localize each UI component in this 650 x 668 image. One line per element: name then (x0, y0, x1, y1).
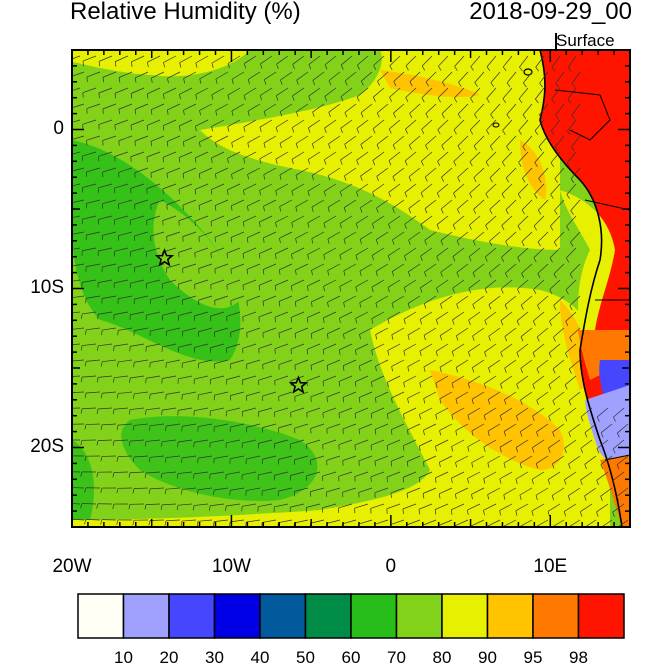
lat-tick-label: 20S (14, 436, 64, 458)
wind-barb-feather (65, 472, 66, 477)
colorbar-label: 98 (559, 648, 599, 668)
colorbar-label: 10 (104, 648, 144, 668)
colorbar-swatch (397, 594, 443, 638)
colorbar-label: 30 (195, 648, 235, 668)
colorbar-swatch (124, 594, 170, 638)
wind-barb-feather (64, 503, 66, 508)
colorbar-swatch (306, 594, 352, 638)
map-plot-area (64, 50, 630, 533)
wind-barb-feather (69, 361, 70, 366)
lon-tick-label: 10E (510, 556, 590, 578)
wind-barb-feather (69, 424, 70, 429)
colorbar-swatch (260, 594, 306, 638)
lon-tick-label: 10W (191, 556, 271, 578)
wind-barb-feather (65, 408, 66, 413)
wind-barb-feather (69, 487, 70, 492)
colorbar-label: 90 (468, 648, 508, 668)
wind-barb-feather (568, 527, 569, 532)
colorbar-swatch (78, 594, 124, 638)
lon-tick-label: 0 (351, 556, 431, 578)
wind-barb-feather (343, 429, 344, 434)
wind-barb-feather (66, 282, 67, 287)
colorbar-label: 80 (422, 648, 462, 668)
colorbar-swatch (488, 594, 534, 638)
lat-tick-label: 0 (14, 118, 64, 140)
colorbar (78, 594, 624, 638)
lat-tick-label: 10S (14, 277, 64, 299)
colorbar-swatch (351, 594, 397, 638)
colorbar-label: 95 (513, 648, 553, 668)
wind-barb-feather (70, 298, 71, 303)
colorbar-label: 20 (149, 648, 189, 668)
wind-barb-feather (584, 528, 586, 533)
wind-barb-feather (69, 330, 70, 335)
lon-tick-label: 20W (32, 556, 112, 578)
colorbar-swatch (442, 594, 488, 638)
wind-barb-feather (65, 377, 66, 382)
wind-barb-feather (68, 519, 70, 524)
colorbar-label: 50 (286, 648, 326, 668)
wind-barb-feather (65, 440, 66, 445)
colorbar-swatch (215, 594, 261, 638)
colorbar-label: 70 (377, 648, 417, 668)
wind-barb-feather (65, 314, 66, 319)
colorbar-label: 60 (331, 648, 371, 668)
colorbar-label: 40 (240, 648, 280, 668)
colorbar-swatch (169, 594, 215, 638)
colorbar-swatch (533, 594, 579, 638)
wind-barb-feather (617, 528, 619, 533)
wind-barb-feather (600, 528, 602, 533)
wind-barb-feather (69, 393, 70, 398)
wind-barb-feather (69, 456, 70, 461)
wind-barb-feather (65, 345, 66, 350)
colorbar-swatch (579, 594, 625, 638)
